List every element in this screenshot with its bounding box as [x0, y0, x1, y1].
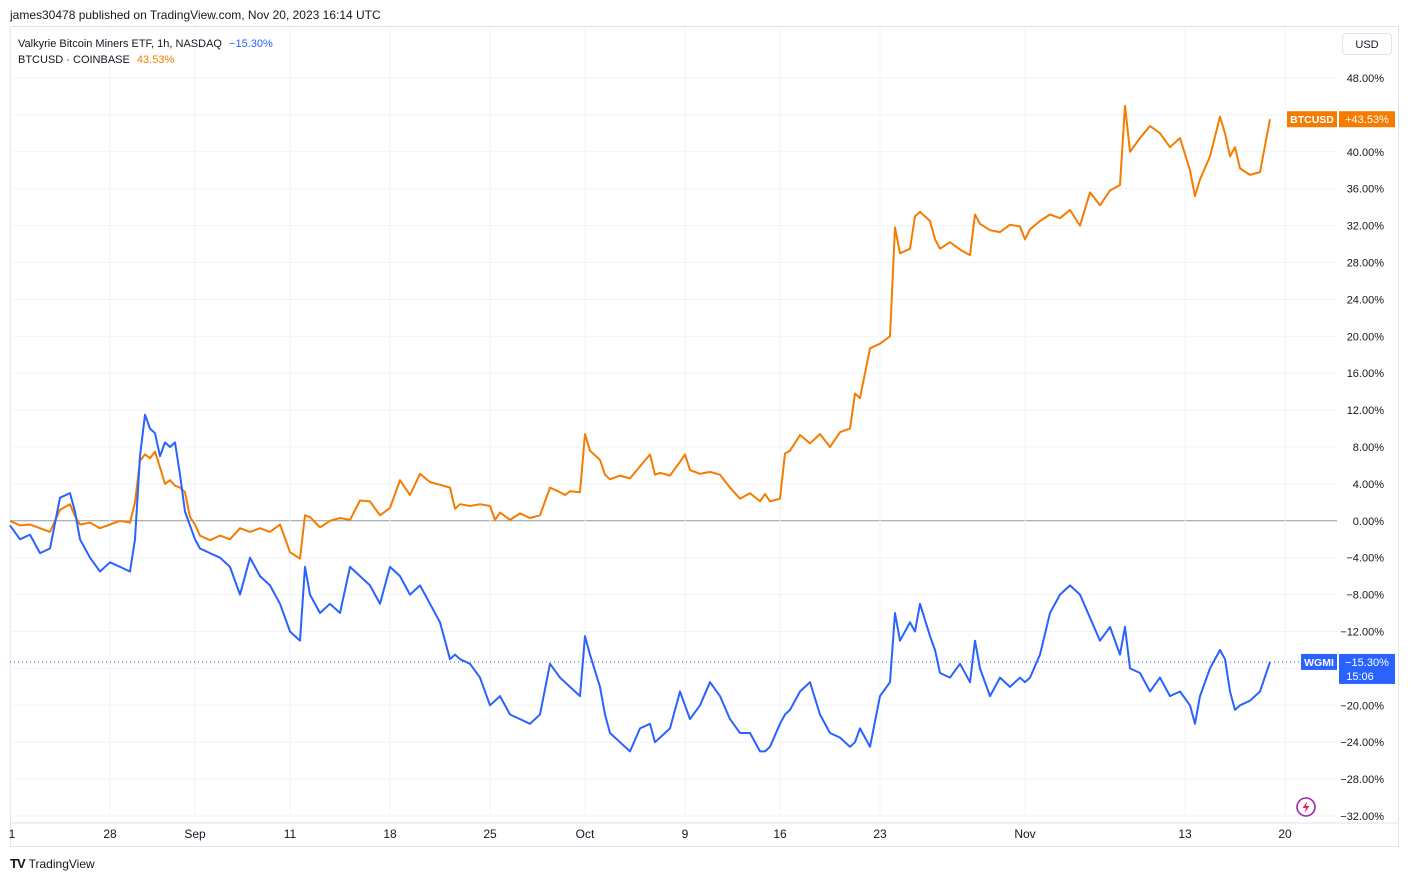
legend-row-btcusd[interactable]: BTCUSD · COINBASE 43.53%	[18, 52, 273, 68]
tradingview-logo-icon: TV	[10, 856, 26, 871]
tradingview-brand-text: TradingView	[28, 856, 95, 871]
y-tick-label: 48.00%	[1347, 73, 1385, 85]
x-axis[interactable]: 1 28 Sep 11 18 25 Oct 9 16 23 Nov 13 20	[9, 822, 1398, 841]
footer-brand[interactable]: TV TradingView	[10, 856, 95, 871]
y-tick-label: −4.00%	[1346, 553, 1384, 565]
y-tick-label: 24.00%	[1347, 294, 1385, 306]
y-tick-label: 28.00%	[1347, 258, 1385, 270]
x-tick-label: Sep	[184, 827, 206, 841]
series-value-badge-text: +43.53%	[1345, 114, 1389, 126]
series-name-badge-text: WGMI	[1304, 657, 1334, 669]
y-tick-label: −12.00%	[1340, 627, 1384, 639]
chart-legend: Valkyrie Bitcoin Miners ETF, 1h, NASDAQ …	[18, 36, 273, 68]
x-tick-label: 18	[383, 827, 397, 841]
series-value-badge-text: −15.30%	[1345, 657, 1389, 669]
legend-btcusd-title: BTCUSD · COINBASE	[18, 54, 130, 66]
y-tick-label: 32.00%	[1347, 221, 1385, 233]
y-tick-label: 20.00%	[1347, 331, 1385, 343]
series-value-badge	[1339, 653, 1395, 684]
legend-wgmi-value: −15.30%	[229, 38, 273, 50]
publisher-info: james30478 published on TradingView.com,…	[10, 8, 381, 22]
legend-row-wgmi[interactable]: Valkyrie Bitcoin Miners ETF, 1h, NASDAQ …	[18, 36, 273, 52]
price-badges: BTCUSD +43.53% WGMI −15.30% 15:06	[1287, 111, 1395, 684]
y-tick-label: 12.00%	[1347, 405, 1385, 417]
x-tick-label: Oct	[576, 827, 595, 841]
series-name-badge	[1287, 111, 1337, 128]
x-tick-label: 16	[773, 827, 787, 841]
x-tick-label: Nov	[1014, 827, 1035, 841]
y-tick-label: 16.00%	[1347, 368, 1385, 380]
legend-wgmi-title: Valkyrie Bitcoin Miners ETF, 1h, NASDAQ	[18, 38, 222, 50]
x-tick-label: 13	[1178, 827, 1192, 841]
y-tick-label: 36.00%	[1347, 184, 1385, 196]
y-tick-label: 8.00%	[1353, 442, 1384, 454]
series-name-badge	[1301, 653, 1337, 670]
y-tick-label: −32.00%	[1340, 811, 1384, 823]
x-tick-label: 23	[873, 827, 887, 841]
x-tick-label: 25	[483, 827, 497, 841]
y-tick-label: 0.00%	[1353, 516, 1384, 528]
y-axis[interactable]: 48.00%44.00%40.00%36.00%32.00%28.00%24.0…	[1340, 73, 1384, 823]
x-tick-label: 28	[103, 827, 117, 841]
y-tick-label: 4.00%	[1353, 479, 1384, 491]
series-line-wgmi[interactable]	[9, 413, 1271, 753]
x-tick-label: 11	[284, 827, 297, 841]
lightning-icon[interactable]	[1296, 797, 1316, 817]
series-value-badge	[1339, 111, 1395, 128]
x-tick-label: 1	[9, 827, 16, 841]
x-tick-label: 20	[1278, 827, 1292, 841]
x-tick-label: 9	[682, 827, 689, 841]
series-line-btcusd[interactable]	[9, 104, 1271, 560]
legend-btcusd-value: 43.53%	[136, 54, 175, 66]
y-tick-label: −28.00%	[1340, 774, 1384, 786]
y-tick-label: −8.00%	[1346, 590, 1384, 602]
series-layer	[9, 104, 1337, 753]
series-time-badge-text: 15:06	[1346, 671, 1374, 683]
currency-button[interactable]: USD	[1342, 33, 1392, 55]
y-tick-label: −20.00%	[1340, 700, 1384, 712]
series-name-badge-text: BTCUSD	[1290, 114, 1334, 126]
grid-lines	[9, 27, 1337, 817]
y-tick-label: −24.00%	[1340, 737, 1384, 749]
y-tick-label: 40.00%	[1347, 147, 1385, 159]
